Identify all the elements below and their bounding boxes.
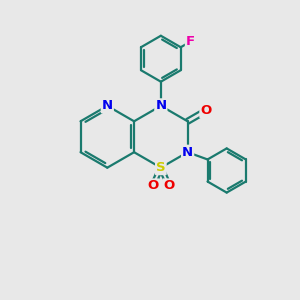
Text: O: O: [164, 179, 175, 192]
Text: N: N: [182, 146, 193, 159]
Text: S: S: [156, 161, 166, 174]
Text: N: N: [102, 99, 113, 112]
Text: N: N: [155, 99, 167, 112]
Text: O: O: [147, 179, 158, 192]
Text: O: O: [200, 104, 211, 117]
Text: F: F: [186, 35, 195, 48]
